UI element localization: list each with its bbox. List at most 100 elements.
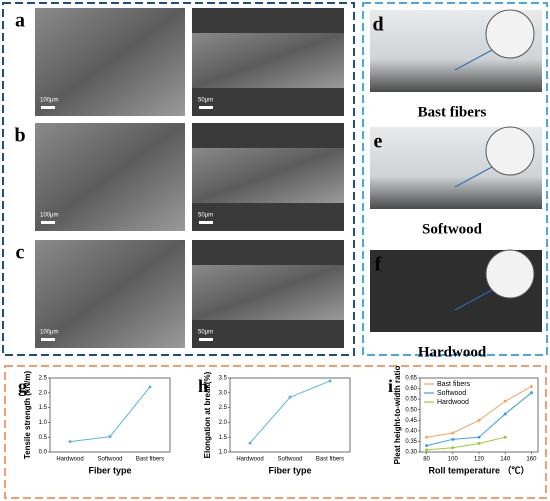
panel-label: g (18, 376, 27, 396)
fiber-layer (192, 33, 344, 88)
point (108, 435, 112, 439)
line (69, 386, 151, 443)
zoom-inset (485, 126, 535, 176)
y-tick-label: 0.40 (405, 428, 417, 434)
y-tick-label: 1.0 (39, 420, 48, 426)
y-axis-label: Elongation at break(%) (203, 371, 212, 458)
y-tick-label: 0.30 (405, 450, 417, 456)
scale-label: 50μm (198, 330, 213, 336)
panel-label: c (16, 242, 25, 264)
scale-label: 50μm (198, 213, 213, 219)
point (529, 391, 533, 395)
scale-label: 100μm (40, 213, 58, 219)
caption: Bast fibers (418, 104, 487, 120)
x-tick-label: Softwood (277, 457, 302, 463)
x-tick-label: 80 (423, 457, 430, 463)
pointer (454, 49, 493, 71)
y-tick-label: 1.5 (219, 435, 228, 441)
y-tick-label: 0.5 (39, 435, 48, 441)
x-tick-label: Hardwood (236, 457, 263, 463)
fiber-layer (192, 265, 344, 320)
sem-image (35, 240, 185, 348)
point (425, 444, 429, 448)
point (451, 431, 455, 435)
x-tick-label: 120 (474, 457, 485, 463)
point (529, 384, 533, 388)
point (477, 435, 481, 439)
y-tick-label: 0.65 (405, 376, 417, 382)
y-tick-label: 2.0 (39, 390, 48, 396)
panel-label: f (375, 254, 382, 276)
fiber-layer (192, 148, 344, 203)
scale-bar (41, 221, 55, 224)
point (477, 418, 481, 422)
y-tick-label: 1.5 (39, 405, 48, 411)
y-tick-label: 1.0 (219, 450, 228, 456)
y-tick-label: 2.0 (219, 420, 228, 426)
x-axis-label: Fiber type (88, 465, 131, 475)
caption: Softwood (422, 221, 483, 237)
bottom-frame (4, 365, 547, 499)
legend-label: Softwood (437, 390, 466, 397)
panel-label: a (15, 10, 25, 32)
line (426, 436, 506, 451)
y-tick-label: 2.5 (39, 376, 48, 382)
y-tick-label: 0.50 (405, 407, 417, 413)
panel-label: h (198, 376, 208, 396)
right-frame (362, 2, 548, 356)
point (503, 399, 507, 403)
sem-image (35, 123, 185, 231)
scale-bar (199, 221, 213, 224)
point (148, 385, 152, 389)
x-tick-label: Softwood (97, 457, 122, 463)
point (328, 379, 332, 383)
sem-image (35, 8, 185, 116)
legend-label: Hardwood (437, 399, 469, 406)
caption: Hardwood (418, 344, 487, 360)
scale-label: 100μm (40, 330, 58, 336)
point (503, 435, 507, 439)
scale-bar (41, 338, 55, 341)
y-tick-label: 3.5 (219, 376, 228, 382)
scale-bar (199, 338, 213, 341)
x-tick-label: Hardwood (56, 457, 83, 463)
point (288, 395, 292, 399)
y-tick-label: 0.55 (405, 397, 417, 403)
point (477, 442, 481, 446)
x-tick-label: 160 (526, 457, 537, 463)
plot-frame (49, 377, 171, 453)
scale-label: 50μm (198, 98, 213, 104)
y-tick-label: 0.35 (405, 439, 417, 445)
scale-bar (41, 106, 55, 109)
point (425, 448, 429, 452)
x-axis-label: Roll temperature （℃） (428, 465, 529, 475)
y-axis-label: Tensile strength (kN/m) (23, 371, 32, 460)
left-frame (2, 2, 355, 356)
pointer (454, 289, 493, 311)
panel-label: e (374, 131, 383, 153)
point (68, 440, 72, 444)
point (425, 435, 429, 439)
y-tick-label: 3.0 (219, 390, 228, 396)
plot-frame (229, 377, 351, 453)
y-axis-label: Pleat height-to-width ratio (393, 366, 402, 465)
y-tick-label: 0.45 (405, 418, 417, 424)
panel-label: b (14, 125, 25, 147)
x-tick-label: Bast fibers (136, 457, 164, 463)
scale-label: 100μm (40, 98, 58, 104)
legend-label: Bast fibers (437, 381, 471, 388)
x-axis-label: Fiber type (268, 465, 311, 475)
line (249, 380, 331, 444)
panel-label: i (388, 376, 393, 396)
scale-bar (199, 106, 213, 109)
point (451, 437, 455, 441)
zoom-inset (485, 9, 535, 59)
point (248, 441, 252, 445)
y-tick-label: 0.0 (39, 450, 48, 456)
x-tick-label: Bast fibers (316, 457, 344, 463)
panel-label: d (372, 14, 383, 36)
x-tick-label: 100 (448, 457, 459, 463)
zoom-inset (485, 249, 535, 299)
x-tick-label: 140 (500, 457, 511, 463)
